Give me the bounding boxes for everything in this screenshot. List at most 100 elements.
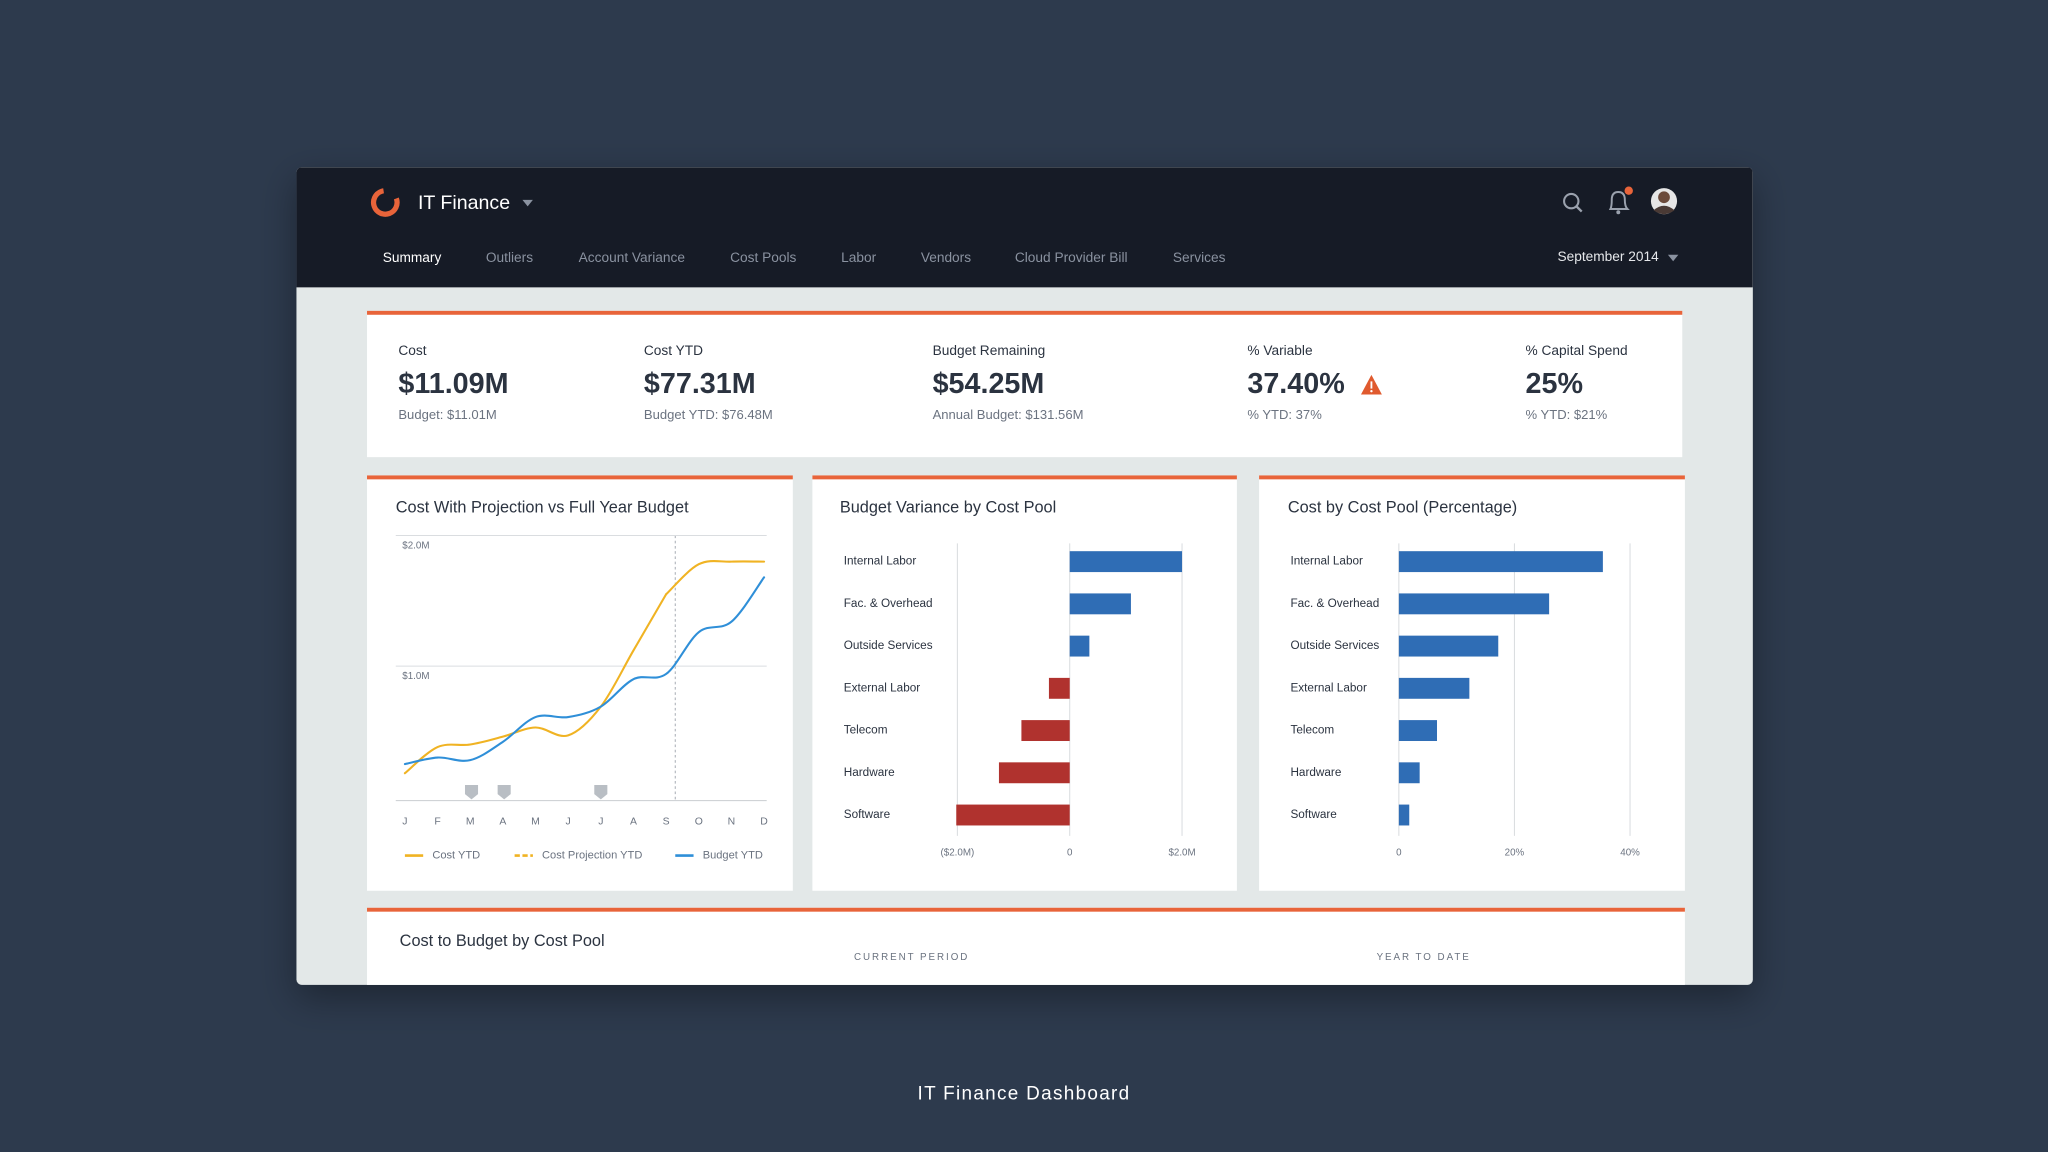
legend-label: Cost Projection YTD [542,849,642,861]
y-tick-label: $1.0M [402,671,429,682]
x-tick-label: D [760,816,768,827]
kpi-label: % Variable [1247,343,1313,358]
legend-label: Cost YTD [432,849,480,861]
x-tick-label: 0 [1067,847,1073,858]
line-card [367,475,793,891]
x-tick-label: O [695,816,703,827]
bar [1398,677,1470,699]
kpi-label: Cost YTD [644,343,703,358]
x-tick-label: J [598,816,603,827]
kpi-value: $11.09M [398,368,508,400]
column-header: Budget [827,984,867,998]
column-header: Variance % [1580,984,1642,998]
category-label: Telecom [1290,724,1334,737]
nav-tab[interactable]: Services [1173,250,1226,265]
nav-tab[interactable]: Account Variance [579,250,686,265]
x-tick-label: M [531,816,540,827]
category-label: Hardware [844,766,895,779]
kpi-sub: % YTD: 37% [1247,407,1322,422]
kpi-sub: Budget YTD: $76.48M [644,407,773,422]
x-tick-label: S [663,816,670,827]
legend-label: Budget YTD [703,849,763,861]
kpi-value: $54.25M [933,368,1045,400]
app-caret[interactable] [522,199,533,207]
line-series [665,560,766,596]
nav-tab[interactable]: Labor [841,250,876,265]
category-label: Outside Services [844,639,933,652]
kpi-sub: Budget: $11.01M [398,407,496,422]
column-header: Cost Pool [400,984,454,998]
card-accent [367,475,793,480]
period-caret[interactable] [1667,254,1679,262]
top-bar [296,167,1753,288]
x-tick-label: M [466,816,475,827]
search-icon[interactable] [1563,192,1583,213]
x-tick-label: N [728,816,736,827]
kpi-label: Cost [398,343,426,358]
bell-icon[interactable] [1608,186,1633,215]
bar [998,762,1070,784]
column-header: Variance [943,984,991,998]
warning-dot [1370,390,1373,393]
x-tick-label: A [630,816,637,827]
nav-tab[interactable]: Summary [383,250,442,265]
bar [1069,551,1183,573]
category-label: External Labor [844,681,921,694]
column-header: Cost [716,984,742,998]
avatar[interactable] [1650,188,1678,215]
bar [1398,762,1420,784]
x-tick-label: J [402,816,407,827]
kpi-value: $77.31M [644,368,756,400]
chart-title: Budget Variance by Cost Pool [840,498,1056,516]
x-tick-label: J [566,816,571,827]
x-tick-label: F [434,816,440,827]
nav-tab[interactable]: Cost Pools [730,250,796,265]
event-flags [464,784,608,800]
nav-tab[interactable]: Outliers [486,250,533,265]
nav-tab[interactable]: Cloud Provider Bill [1015,250,1128,265]
warning-mark [1370,381,1373,389]
bar [1069,593,1131,615]
app-name[interactable]: IT Finance [418,192,510,214]
chart-title: Cost by Cost Pool (Percentage) [1288,498,1517,516]
card-accent [367,310,1683,315]
card-accent [1259,475,1685,480]
x-tick-label: A [499,816,506,827]
y-tick-label: $2.0M [402,541,429,552]
x-tick-label: ($2.0M) [941,847,975,858]
bar [1069,635,1090,657]
bar [1398,593,1550,615]
category-label: External Labor [1290,681,1367,694]
column-header: Cost [1242,984,1268,998]
category-label: Software [1290,808,1337,821]
x-tick-label: 0 [1396,847,1402,858]
table-card [367,907,1685,985]
category-label: Internal Labor [1290,555,1363,568]
column-header: Variance [1469,984,1517,998]
chart-title: Cost With Projection vs Full Year Budget [396,498,689,516]
column-group: CURRENT PERIOD [854,952,969,963]
period-selector[interactable]: September 2014 [1557,249,1659,264]
column-header: Budget [1353,984,1393,998]
pool-card [1259,475,1685,891]
kpi-card [367,310,1683,458]
column-group: YEAR TO DATE [1377,952,1471,963]
kpi-label: % Capital Spend [1526,343,1628,358]
bar [1398,804,1410,826]
table-title: Cost to Budget by Cost Pool [400,932,605,950]
nav-tab[interactable]: Vendors [921,250,971,265]
bar [1398,720,1438,742]
card-accent [812,475,1237,480]
category-label: Outside Services [1290,639,1379,652]
kpi-sub: Annual Budget: $131.56M [933,407,1084,422]
bar [1048,677,1070,699]
category-label: Hardware [1290,766,1341,779]
category-label: Software [844,808,891,821]
window-content: IT Finance Summary Outliers Account Varianc… [296,167,1753,998]
line-series [403,593,668,775]
x-tick-label: 40% [1620,847,1640,858]
category-label: Fac. & Overhead [1290,597,1379,610]
bar [1398,551,1603,573]
